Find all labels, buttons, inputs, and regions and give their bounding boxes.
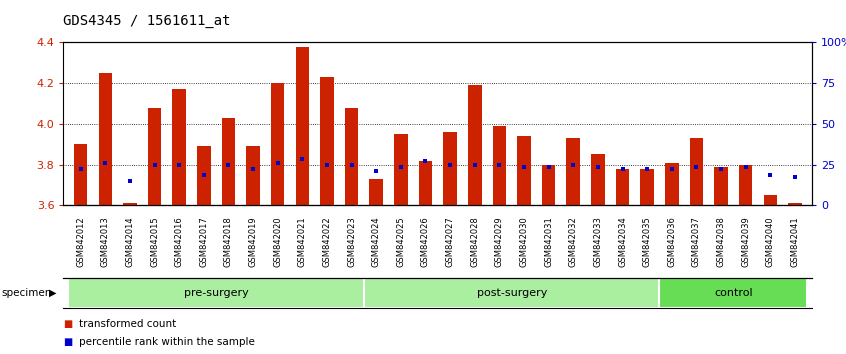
Bar: [394, 134, 408, 205]
Text: GSM842037: GSM842037: [692, 216, 700, 267]
Text: GSM842024: GSM842024: [371, 216, 381, 267]
Text: GSM842023: GSM842023: [347, 216, 356, 267]
Text: GSM842028: GSM842028: [470, 216, 479, 267]
Bar: [468, 85, 481, 205]
Bar: [443, 132, 457, 205]
Bar: [541, 165, 556, 205]
Text: GSM842029: GSM842029: [495, 216, 504, 267]
Text: control: control: [714, 288, 753, 298]
Text: pre-surgery: pre-surgery: [184, 288, 249, 298]
Text: GSM842017: GSM842017: [200, 216, 208, 267]
Bar: [148, 108, 162, 205]
Bar: [295, 47, 309, 205]
Bar: [197, 146, 211, 205]
Bar: [69, 278, 364, 308]
Text: GSM842027: GSM842027: [446, 216, 454, 267]
Text: GSM842040: GSM842040: [766, 216, 775, 267]
Text: GSM842025: GSM842025: [397, 216, 405, 267]
Text: GSM842033: GSM842033: [593, 216, 602, 267]
Bar: [567, 138, 580, 205]
Text: GSM842014: GSM842014: [125, 216, 135, 267]
Bar: [492, 126, 506, 205]
Text: ■: ■: [63, 319, 73, 329]
Text: GDS4345 / 1561611_at: GDS4345 / 1561611_at: [63, 14, 231, 28]
Bar: [74, 144, 87, 205]
Bar: [665, 162, 678, 205]
Text: GSM842030: GSM842030: [519, 216, 529, 267]
Bar: [689, 138, 703, 205]
Text: GSM842015: GSM842015: [150, 216, 159, 267]
Text: GSM842032: GSM842032: [569, 216, 578, 267]
Bar: [616, 169, 629, 205]
Text: post-surgery: post-surgery: [476, 288, 547, 298]
Bar: [222, 118, 235, 205]
Bar: [739, 165, 752, 205]
Text: GSM842019: GSM842019: [249, 216, 257, 267]
Bar: [271, 83, 284, 205]
Text: ▶: ▶: [49, 288, 57, 298]
Text: GSM842013: GSM842013: [101, 216, 110, 267]
Bar: [591, 154, 605, 205]
Bar: [124, 203, 137, 205]
Bar: [517, 136, 530, 205]
Text: GSM842018: GSM842018: [224, 216, 233, 267]
Text: GSM842022: GSM842022: [322, 216, 332, 267]
Text: ■: ■: [63, 337, 73, 347]
Bar: [714, 167, 728, 205]
Text: transformed count: transformed count: [79, 319, 176, 329]
Text: GSM842038: GSM842038: [717, 216, 726, 267]
Text: percentile rank within the sample: percentile rank within the sample: [79, 337, 255, 347]
Bar: [660, 278, 807, 308]
Text: GSM842036: GSM842036: [667, 216, 676, 267]
Bar: [364, 278, 660, 308]
Text: GSM842020: GSM842020: [273, 216, 283, 267]
Text: specimen: specimen: [2, 288, 52, 298]
Text: GSM842021: GSM842021: [298, 216, 307, 267]
Bar: [345, 108, 359, 205]
Text: GSM842012: GSM842012: [76, 216, 85, 267]
Text: GSM842041: GSM842041: [790, 216, 799, 267]
Text: GSM842035: GSM842035: [643, 216, 651, 267]
Bar: [764, 195, 777, 205]
Text: GSM842026: GSM842026: [421, 216, 430, 267]
Text: GSM842034: GSM842034: [618, 216, 627, 267]
Bar: [98, 73, 112, 205]
Text: GSM842016: GSM842016: [175, 216, 184, 267]
Text: GSM842031: GSM842031: [544, 216, 553, 267]
Bar: [173, 89, 186, 205]
Bar: [640, 169, 654, 205]
Bar: [788, 203, 802, 205]
Bar: [246, 146, 260, 205]
Bar: [370, 179, 383, 205]
Text: GSM842039: GSM842039: [741, 216, 750, 267]
Bar: [320, 77, 334, 205]
Bar: [419, 161, 432, 205]
